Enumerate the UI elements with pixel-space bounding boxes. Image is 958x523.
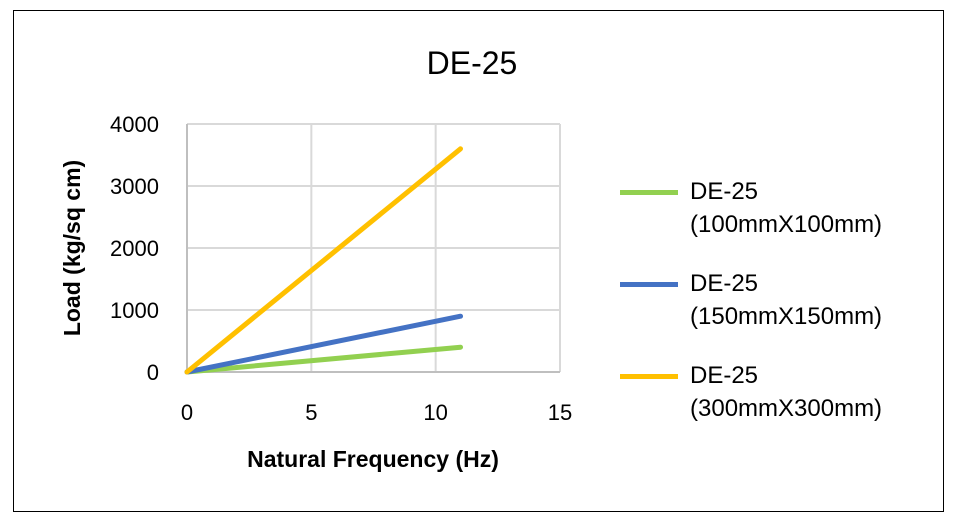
y-tick-label: 2000 <box>110 236 159 261</box>
legend-label: (150mmX150mm) <box>690 303 883 330</box>
y-axis-label: Load (kg/sq cm) <box>59 160 85 336</box>
y-tick-label: 3000 <box>110 174 159 199</box>
legend-swatch <box>620 282 678 287</box>
legend-label: DE-25 <box>690 270 759 297</box>
x-tick-label: 0 <box>181 400 193 425</box>
y-tick-label: 1000 <box>110 298 159 323</box>
y-tick-label: 0 <box>147 360 159 385</box>
x-axis-label: Natural Frequency (Hz) <box>247 446 499 472</box>
legend-label: DE-25 <box>690 362 759 389</box>
series-line <box>184 146 464 375</box>
legend-label: (100mmX100mm) <box>690 211 883 238</box>
x-tick-label: 15 <box>548 400 572 425</box>
series-line <box>184 313 464 375</box>
series-line <box>184 344 464 375</box>
chart-title: DE-25 <box>427 45 518 81</box>
legend-label: (300mmX300mm) <box>690 395 883 422</box>
legend-swatch <box>620 374 678 379</box>
y-tick-label: 4000 <box>110 112 159 137</box>
x-tick-label: 10 <box>423 400 447 425</box>
chart-frame <box>13 10 944 512</box>
x-tick-label: 5 <box>305 400 317 425</box>
legend-swatch <box>620 190 678 195</box>
legend-label: DE-25 <box>690 178 759 205</box>
